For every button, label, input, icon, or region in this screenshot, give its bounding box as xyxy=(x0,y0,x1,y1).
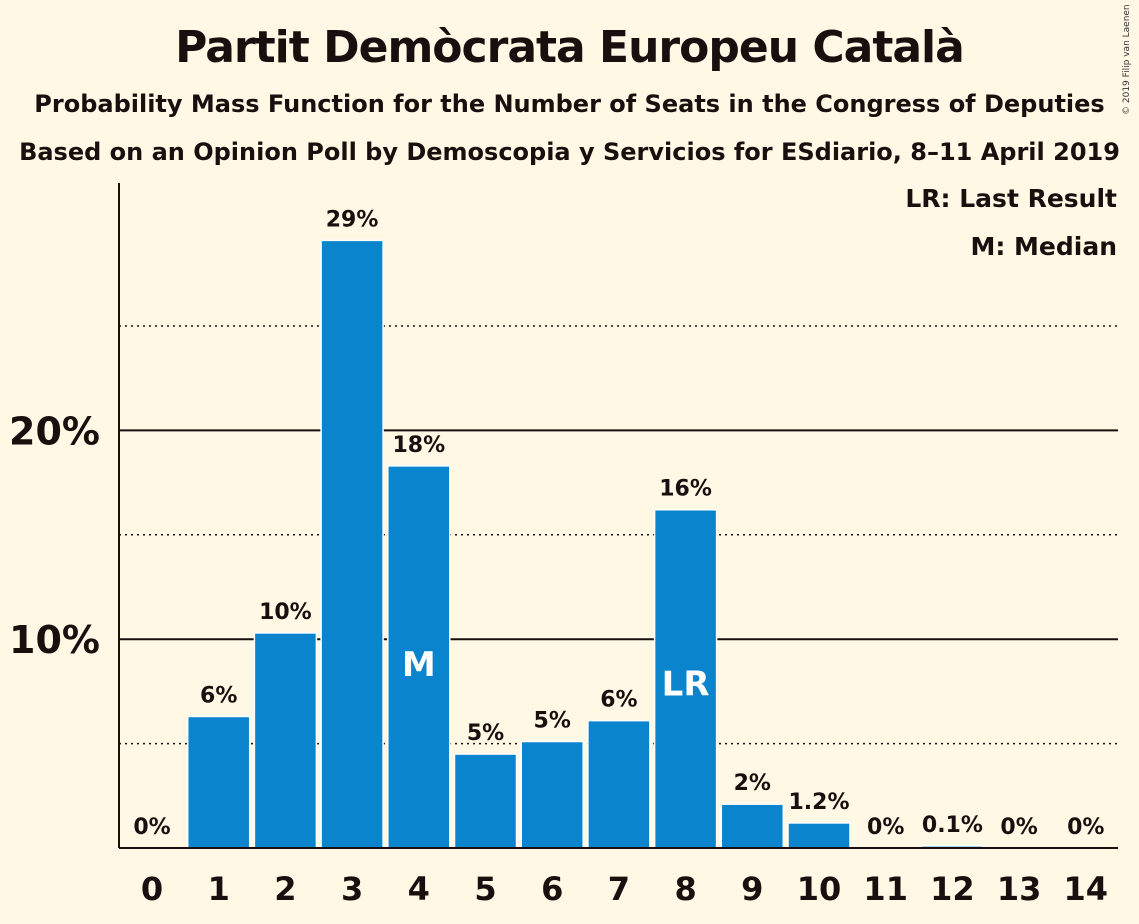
bar-value-label: 2% xyxy=(734,771,771,796)
chart-subtitle-pmf: Probability Mass Function for the Number… xyxy=(34,90,1105,118)
x-tick-label: 0 xyxy=(141,870,163,908)
bar-value-label: 5% xyxy=(534,709,571,734)
last-result-marker: LR xyxy=(662,665,710,705)
legend-last-result: LR: Last Result xyxy=(905,184,1117,213)
bar-value-label: 1.2% xyxy=(788,790,849,815)
bar-value-label: 18% xyxy=(392,433,445,458)
bar-seat-9 xyxy=(720,803,785,849)
x-tick-label: 7 xyxy=(608,870,630,908)
x-tick-label: 8 xyxy=(674,870,696,908)
bar-value-label: 16% xyxy=(659,477,712,502)
bar-seat-4 xyxy=(387,465,451,849)
y-tick-label: 20% xyxy=(9,409,100,453)
bar-value-label: 0% xyxy=(867,815,904,840)
x-tick-label: 14 xyxy=(1064,870,1109,908)
bar-value-label: 0% xyxy=(1000,815,1037,840)
x-tick-label: 3 xyxy=(341,870,363,908)
bar-seat-7 xyxy=(587,719,651,849)
bar-value-label: 5% xyxy=(467,721,504,746)
legend-median: M: Median xyxy=(970,232,1117,261)
bar-seat-10 xyxy=(787,822,851,849)
chart-subtitle-poll: Based on an Opinion Poll by Demoscopia y… xyxy=(19,138,1120,166)
x-tick-label: 10 xyxy=(797,870,842,908)
bar-value-label: 0.1% xyxy=(922,813,983,838)
median-marker: M xyxy=(402,645,436,685)
bar-value-label: 0% xyxy=(133,815,170,840)
bar-value-label: 6% xyxy=(200,683,237,708)
bar-seat-2 xyxy=(253,632,318,849)
x-tick-label: 4 xyxy=(408,870,430,908)
x-tick-label: 11 xyxy=(863,870,908,908)
x-tick-label: 13 xyxy=(997,870,1042,908)
bar-seat-1 xyxy=(186,715,251,849)
bar-seat-5 xyxy=(453,753,518,849)
y-tick-label: 10% xyxy=(9,618,100,662)
x-tick-label: 1 xyxy=(208,870,230,908)
bar-seat-8 xyxy=(653,508,718,849)
x-tick-label: 6 xyxy=(541,870,563,908)
bar-value-label: 29% xyxy=(326,207,379,232)
x-tick-label: 12 xyxy=(930,870,975,908)
x-tick-label: 2 xyxy=(274,870,296,908)
bar-value-label: 6% xyxy=(600,688,637,713)
chart-title: Partit Demòcrata Europeu Català xyxy=(175,22,965,73)
x-tick-label: 5 xyxy=(474,870,496,908)
x-tick-label: 9 xyxy=(741,870,763,908)
bar-seat-3 xyxy=(320,239,384,849)
bar-seat-6 xyxy=(520,740,584,849)
bar-value-label: 10% xyxy=(259,600,312,625)
bar-value-label: 0% xyxy=(1067,815,1104,840)
